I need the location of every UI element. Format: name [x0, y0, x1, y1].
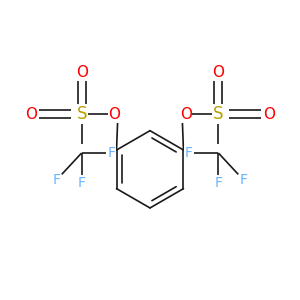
- Text: O: O: [263, 107, 275, 122]
- Text: O: O: [76, 65, 88, 80]
- Text: F: F: [52, 173, 60, 187]
- Text: F: F: [240, 173, 248, 187]
- Text: O: O: [25, 107, 37, 122]
- Text: F: F: [107, 146, 116, 160]
- Text: F: F: [78, 176, 86, 190]
- Text: O: O: [108, 107, 120, 122]
- Text: O: O: [212, 65, 224, 80]
- Text: O: O: [180, 107, 192, 122]
- Text: S: S: [76, 105, 87, 123]
- Text: F: F: [214, 176, 222, 190]
- Text: F: F: [184, 146, 193, 160]
- Text: S: S: [213, 105, 224, 123]
